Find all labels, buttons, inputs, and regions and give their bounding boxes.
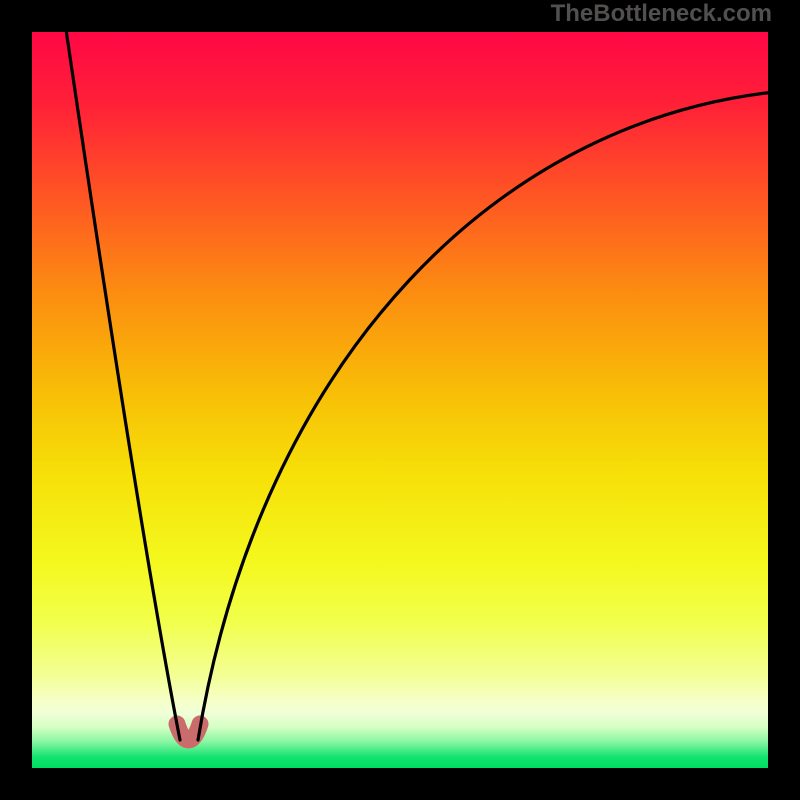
chart-canvas: TheBottleneck.com	[0, 0, 800, 800]
plot-border	[0, 0, 800, 800]
watermark-text: TheBottleneck.com	[551, 0, 772, 28]
